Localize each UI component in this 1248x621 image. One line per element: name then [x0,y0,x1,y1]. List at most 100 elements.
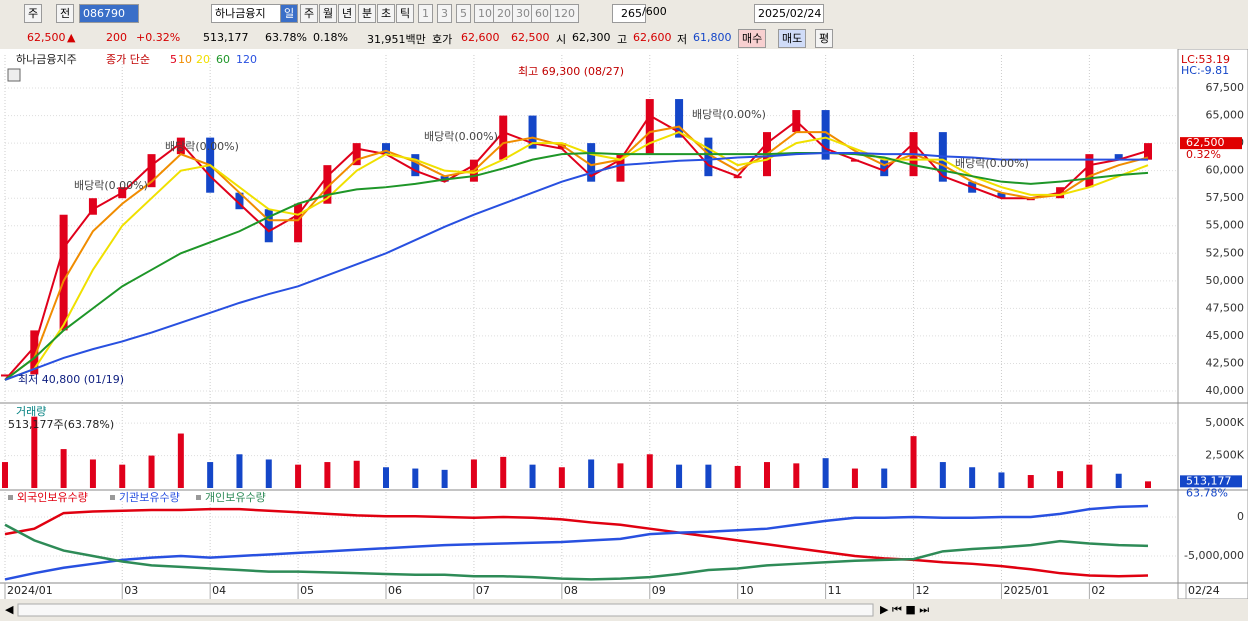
interval[interactable]: 틱 [396,4,415,23]
candle [264,209,273,243]
buy-button[interactable]: 매수 [738,29,767,48]
price: 62,500 [27,31,66,44]
candle [645,99,654,155]
volume-bar [236,454,243,488]
volume-bar [324,462,331,488]
legend-swatch [8,495,13,500]
volume-bar [998,472,1005,488]
volume-bar [676,464,683,488]
x-tick-label: 06 [388,584,402,597]
series-line [4,507,1149,578]
volume-bar [705,464,712,488]
label: 저 [677,33,688,46]
info-bar: 62,500 ▲ 200 +0.32% 513,177 63.78% 0.18%… [0,27,1248,50]
toolbar: 주 전 086790 하나금융지 일 주 월 년 분 초 틱 1 3 5 10 … [0,0,1248,28]
legend-entry: 10 [178,53,192,66]
scroll-buttons[interactable]: ▶ ⏮ ■ ⏭ [880,603,929,616]
step[interactable]: 3 [437,4,452,23]
series-line [4,504,1149,581]
y-tick-label: 65,000 [1206,109,1245,122]
x-tick-label: 05 [300,584,314,597]
legend-title: 하나금융지주 [16,52,77,66]
x-tick-label: 08 [564,584,578,597]
scroll-track[interactable] [17,603,874,617]
volume-bar [2,462,8,488]
candle [880,159,889,177]
interval[interactable]: 주 [300,4,319,23]
interval[interactable]: 초 [377,4,396,23]
x-tick-label: 02 [1091,584,1105,597]
volume-bar [734,465,741,488]
candle [499,115,508,160]
label: 시 [556,33,567,46]
y-tick-label: 52,500 [1206,246,1245,259]
chart-area: ▶ ⏮ ■ ⏭ ◀ 2024/01 03 04 05 06 07 08 09 10 11 12 202… [0,49,1248,621]
step[interactable]: 20 [493,4,515,23]
x-tick-label: 02/24 [1188,584,1220,597]
change: 200 [106,31,127,44]
candle [411,154,420,177]
volume-bar [646,454,653,488]
volume-bar [1086,464,1093,488]
interval[interactable]: 년 [338,4,357,23]
step[interactable]: 120 [550,4,579,23]
y-tick-label: 50,000 [1206,274,1245,287]
step[interactable]: 5 [456,4,471,23]
y-tick-label: 60,000 [1206,164,1245,177]
volume-bar [412,468,419,488]
open: 62,300 [572,31,611,44]
interval[interactable]: 분 [358,4,377,23]
avg-button[interactable]: 평 [815,29,834,48]
amount: 31,951백만 [367,33,426,46]
x-tick-label: 09 [652,584,666,597]
date[interactable]: 2025/02/24 [754,4,824,23]
step[interactable]: 1 [418,4,433,23]
volume-bar [1115,473,1122,488]
x-tick-label: 2024/01 [7,584,53,597]
annotation: 최저 40,800 (01/19) [18,373,124,386]
count[interactable]: 265 [612,4,646,23]
sell-button[interactable]: 매도 [778,29,807,48]
x-tick-label: 10 [740,584,754,597]
stock-name[interactable]: 하나금융지 [211,4,283,23]
side-label: LC:53.19 [1181,53,1230,66]
y-tick-label: 2,500K [1205,449,1244,462]
annotation: 최고 69,300 (08/27) [518,65,624,78]
volume-bar [764,462,770,488]
series-line [4,523,1149,581]
volume-bar [910,436,917,488]
background [0,49,1248,621]
legend-swatch [196,495,201,500]
series-line [4,152,1148,381]
scope[interactable]: 전 [56,4,75,23]
bid: 62,500 [511,31,550,44]
ratio: 63.78% [265,31,307,44]
series-line [4,131,1149,381]
last-change: 0.32% [1186,148,1221,161]
candle [352,143,361,166]
arrow: ▲ [67,31,76,44]
period[interactable]: 주 [24,4,43,23]
volume-bar [558,467,565,488]
candle [704,137,713,177]
volume-bar [119,464,126,488]
interval[interactable]: 일 [280,4,299,23]
scroll-left[interactable]: ◀ [5,603,14,616]
volume-bar [60,449,67,488]
count-max: /600 [642,5,667,18]
x-tick-label: 03 [124,584,138,597]
volume-bar [939,462,946,488]
volume-bar [207,462,214,488]
interval[interactable]: 월 [319,4,338,23]
legend-entry: 60 [216,53,230,66]
volume-bar [353,460,360,488]
icon[interactable] [7,68,21,82]
candle [821,110,830,160]
volume-bar [588,459,595,488]
code-input[interactable]: 086790 [79,4,139,23]
step[interactable]: 30 [512,4,534,23]
volume-bar [822,458,829,488]
candle [587,143,596,182]
annotation: 배당락(0.00%) [955,157,1029,170]
